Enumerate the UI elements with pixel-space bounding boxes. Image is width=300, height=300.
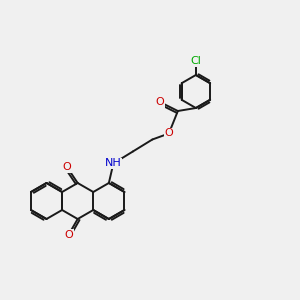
Text: O: O (64, 230, 73, 240)
Text: O: O (155, 97, 164, 107)
Text: NH: NH (105, 158, 122, 169)
Text: O: O (164, 128, 173, 139)
Text: Cl: Cl (190, 56, 201, 67)
Text: O: O (63, 162, 72, 172)
